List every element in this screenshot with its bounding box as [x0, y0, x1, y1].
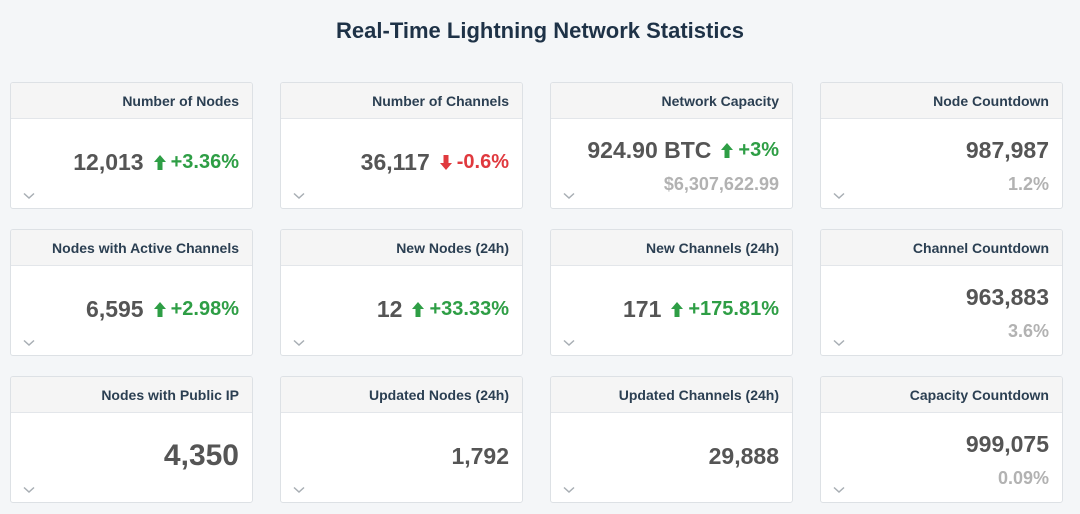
stats-grid: Number of Nodes 12,013 +3.36% Number of …	[10, 82, 1074, 503]
card-title: Capacity Countdown	[821, 377, 1062, 413]
card-value: 12	[376, 296, 403, 322]
card-main-line: 171 +175.81%	[623, 296, 779, 323]
card-body: 12 +33.33%	[281, 266, 509, 355]
card-change-value: +3%	[738, 139, 779, 161]
card-change-value: +175.81%	[688, 298, 779, 320]
card-subvalue: 3.6%	[1007, 321, 1049, 341]
card-main-line: 4,350	[164, 439, 239, 473]
card-value: 29,888	[708, 443, 779, 469]
card-value: 4,350	[163, 439, 239, 472]
chevron-down-icon[interactable]	[563, 192, 575, 200]
page-title: Real-Time Lightning Network Statistics	[336, 18, 744, 43]
card-title: Number of Channels	[281, 83, 522, 119]
card-main-line: 987,987	[966, 137, 1049, 164]
card-value: 987,987	[965, 137, 1049, 163]
card-updated-nodes: Updated Nodes (24h) 1,792	[280, 376, 523, 503]
card-change-value: +2.98%	[170, 298, 239, 320]
card-title: Updated Channels (24h)	[551, 377, 792, 413]
card-new-nodes: New Nodes (24h) 12 +33.33%	[280, 229, 523, 356]
chevron-down-icon[interactable]	[23, 339, 35, 347]
card-value: 1,792	[451, 443, 509, 469]
card-node-countdown: Node Countdown 987,987 1.2%	[820, 82, 1063, 209]
card-body: 29,888	[551, 413, 779, 502]
card-nodes-with-active-channels: Nodes with Active Channels 6,595 +2.98%	[10, 229, 253, 356]
card-change: +3%	[721, 139, 779, 162]
card-body: 6,595 +2.98%	[11, 266, 239, 355]
card-change: -0.6%	[439, 151, 509, 174]
card-body: 987,987 1.2%	[821, 119, 1049, 208]
arrow-up-icon	[671, 302, 684, 317]
card-main-line: 999,075	[966, 431, 1049, 458]
card-change-value: +33.33%	[429, 298, 509, 320]
card-value: 6,595	[86, 296, 144, 322]
arrow-up-icon	[721, 143, 734, 158]
card-change: +2.98%	[153, 298, 239, 321]
card-nodes-with-public-ip: Nodes with Public IP 4,350	[10, 376, 253, 503]
arrow-down-icon	[439, 155, 452, 170]
card-capacity-countdown: Capacity Countdown 999,075 0.09%	[820, 376, 1063, 503]
chevron-down-icon[interactable]	[293, 339, 305, 347]
arrow-up-icon	[153, 155, 166, 170]
card-change-value: -0.6%	[456, 151, 509, 173]
chevron-down-icon[interactable]	[293, 486, 305, 494]
card-title: Channel Countdown	[821, 230, 1062, 266]
arrow-up-icon	[412, 302, 425, 317]
card-title: Number of Nodes	[11, 83, 252, 119]
card-value: 36,117	[360, 149, 430, 175]
chevron-down-icon[interactable]	[23, 486, 35, 494]
card-body: 4,350	[11, 413, 239, 502]
card-change: +33.33%	[412, 298, 509, 321]
card-value: 999,075	[965, 431, 1049, 457]
chevron-down-icon[interactable]	[563, 339, 575, 347]
card-value: 171	[622, 296, 662, 322]
arrow-up-icon	[153, 302, 166, 317]
card-main-line: 12,013 +3.36%	[73, 149, 239, 176]
chevron-down-icon[interactable]	[23, 192, 35, 200]
card-updated-channels: Updated Channels (24h) 29,888	[550, 376, 793, 503]
card-title: New Nodes (24h)	[281, 230, 522, 266]
card-change: +3.36%	[153, 151, 239, 174]
card-title: Updated Nodes (24h)	[281, 377, 522, 413]
chevron-down-icon[interactable]	[833, 339, 845, 347]
card-main-line: 12 +33.33%	[377, 296, 509, 323]
chevron-down-icon[interactable]	[293, 192, 305, 200]
card-body: 924.90 BTC +3% $6,307,622.99	[551, 119, 779, 208]
card-body: 12,013 +3.36%	[11, 119, 239, 208]
card-main-line: 1,792	[451, 443, 509, 470]
card-value: 924.90 BTC	[587, 137, 712, 163]
card-body: 171 +175.81%	[551, 266, 779, 355]
card-body: 963,883 3.6%	[821, 266, 1049, 355]
card-channel-countdown: Channel Countdown 963,883 3.6%	[820, 229, 1063, 356]
card-body: 36,117 -0.6%	[281, 119, 509, 208]
card-main-line: 963,883	[966, 284, 1049, 311]
card-main-line: 36,117 -0.6%	[361, 149, 509, 176]
card-title: Network Capacity	[551, 83, 792, 119]
card-change-value: +3.36%	[170, 151, 239, 173]
card-value: 963,883	[965, 284, 1049, 310]
card-title: New Channels (24h)	[551, 230, 792, 266]
card-subvalue: 0.09%	[997, 468, 1049, 488]
card-title: Nodes with Public IP	[11, 377, 252, 413]
card-subvalue: 1.2%	[1007, 174, 1049, 194]
card-body: 1,792	[281, 413, 509, 502]
card-network-capacity: Network Capacity 924.90 BTC +3% $6,307,6…	[550, 82, 793, 209]
card-title: Nodes with Active Channels	[11, 230, 252, 266]
card-value: 12,013	[73, 149, 144, 175]
card-body: 999,075 0.09%	[821, 413, 1049, 502]
card-main-line: 29,888	[709, 443, 779, 470]
card-main-line: 6,595 +2.98%	[86, 296, 239, 323]
card-new-channels: New Channels (24h) 171 +175.81%	[550, 229, 793, 356]
chevron-down-icon[interactable]	[833, 192, 845, 200]
card-subvalue: $6,307,622.99	[663, 174, 779, 194]
card-change: +175.81%	[671, 298, 779, 321]
chevron-down-icon[interactable]	[833, 486, 845, 494]
card-title: Node Countdown	[821, 83, 1062, 119]
card-number-of-channels: Number of Channels 36,117 -0.6%	[280, 82, 523, 209]
card-main-line: 924.90 BTC +3%	[587, 137, 779, 164]
card-number-of-nodes: Number of Nodes 12,013 +3.36%	[10, 82, 253, 209]
chevron-down-icon[interactable]	[563, 486, 575, 494]
